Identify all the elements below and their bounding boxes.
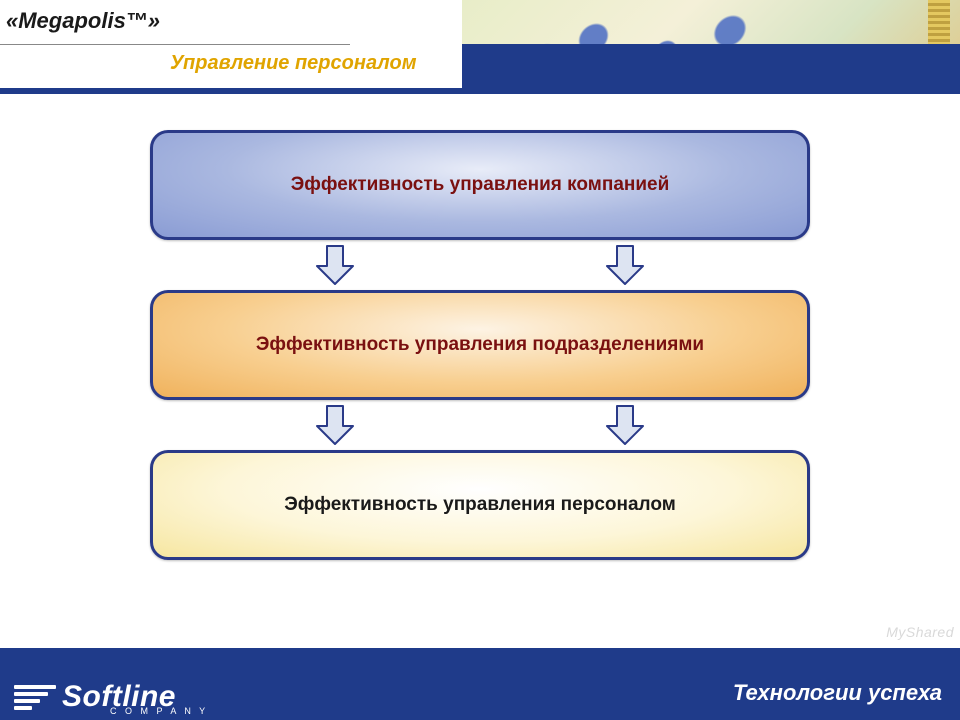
header-blue-stripe <box>462 44 960 88</box>
down-arrow-icon <box>605 244 645 286</box>
level-box-company: Эффективность управления компанией <box>150 130 810 240</box>
brand-title: «Megapolis™» <box>6 8 160 34</box>
slide-header: «Megapolis™» Управление персоналом <box>0 0 960 90</box>
section-subtitle: Управление персоналом <box>170 52 417 75</box>
header-thin-bar <box>0 88 960 94</box>
down-arrow-icon <box>315 244 355 286</box>
slide-footer: Softline C O M P A N Y Технологии успеха <box>0 648 960 720</box>
level-label: Эффективность управления подразделениями <box>256 334 704 356</box>
level-box-personnel: Эффективность управления персоналом <box>150 450 810 560</box>
watermark: MyShared <box>886 624 954 640</box>
down-arrow-icon <box>605 404 645 446</box>
down-arrow-icon <box>315 404 355 446</box>
arrow-row-1 <box>150 240 810 290</box>
logo-bars-icon <box>14 685 56 710</box>
level-box-departments: Эффективность управления подразделениями <box>150 290 810 400</box>
brand-underline <box>0 44 350 45</box>
level-label: Эффективность управления персоналом <box>284 494 676 516</box>
footer-tagline: Технологии успеха <box>733 680 942 706</box>
arrow-row-2 <box>150 400 810 450</box>
level-label: Эффективность управления компанией <box>291 174 670 196</box>
hierarchy-diagram: Эффективность управления компанией Эффек… <box>150 130 810 560</box>
footer-logo-sub: C O M P A N Y <box>110 706 208 716</box>
